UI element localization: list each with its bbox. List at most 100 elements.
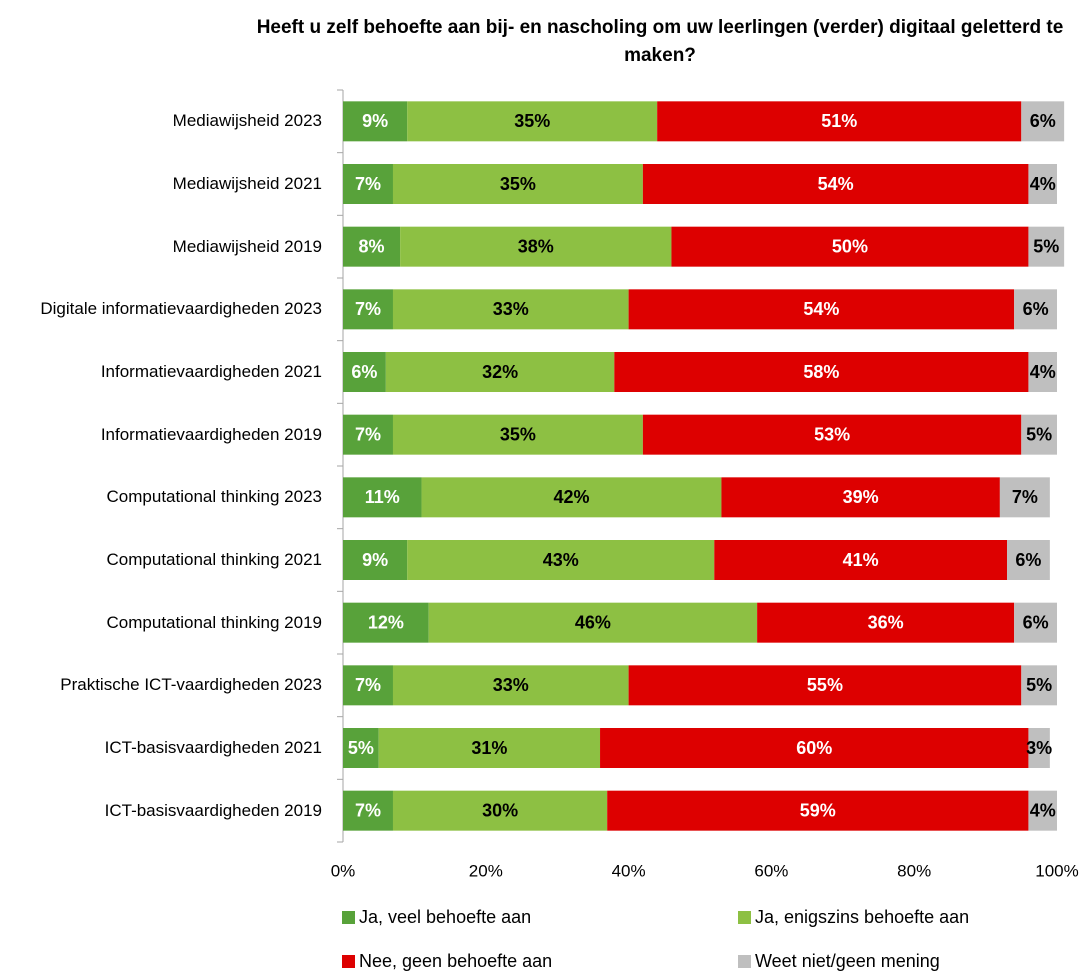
x-tick-label: 60%	[754, 861, 788, 880]
data-label: 6%	[1015, 550, 1041, 570]
bar-segment	[343, 602, 429, 643]
bar-segment	[378, 728, 601, 768]
data-label: 53%	[814, 424, 850, 444]
data-label: 42%	[553, 487, 589, 507]
bar-segment	[607, 790, 1029, 831]
data-label: 7%	[355, 424, 381, 444]
x-tick-label: 100%	[1035, 861, 1078, 880]
bar-segment	[343, 790, 393, 831]
bar-segment	[392, 665, 629, 706]
data-label: 39%	[843, 487, 879, 507]
data-label: 3%	[1026, 738, 1052, 758]
legend-swatch	[738, 955, 751, 968]
y-tick-label: Mediawijsheid 2023	[172, 111, 322, 131]
y-tick-label: ICT-basisvaardigheden 2021	[104, 738, 322, 757]
data-label: 55%	[807, 675, 843, 695]
data-label: 31%	[471, 738, 507, 758]
bar-segment	[642, 164, 1029, 204]
y-tick-label: Informatievaardigheden 2021	[100, 362, 322, 381]
data-label: 7%	[355, 299, 381, 319]
data-label: 4%	[1030, 800, 1056, 820]
bar-segment	[392, 790, 608, 831]
y-tick-label: Digitale informatievaardigheden 2023	[40, 299, 322, 319]
bar-segment	[392, 289, 629, 330]
legend-label: Nee, geen behoefte aan	[359, 951, 552, 971]
bar-segment	[757, 602, 1015, 643]
bar-segment	[343, 164, 393, 204]
data-label: 5%	[1026, 424, 1052, 444]
data-label: 41%	[843, 550, 879, 570]
legend-label: Ja, enigszins behoefte aan	[755, 907, 969, 927]
data-label: 7%	[355, 800, 381, 820]
data-label: 7%	[1012, 487, 1038, 507]
bar-segment	[628, 665, 1022, 706]
data-label: 33%	[493, 675, 529, 695]
data-label: 6%	[1023, 612, 1049, 632]
bar-segment	[1028, 164, 1057, 204]
legend-swatch	[342, 955, 355, 968]
data-label: 54%	[803, 299, 839, 319]
data-label: 38%	[518, 236, 554, 256]
legend-label: Weet niet/geen mening	[755, 951, 940, 971]
bar-segment	[407, 540, 715, 580]
data-label: 35%	[500, 424, 536, 444]
data-label: 54%	[818, 174, 854, 194]
bar-segment	[400, 226, 672, 267]
y-tick-label: Computational thinking 2023	[106, 487, 322, 507]
bar-segment	[385, 352, 615, 392]
bar-segment	[343, 665, 393, 706]
bar-segment	[721, 477, 1000, 518]
bar-segment	[600, 728, 1029, 768]
data-label: 30%	[482, 800, 518, 820]
x-tick-label: 20%	[469, 861, 503, 880]
data-label: 32%	[482, 362, 518, 382]
category-label-box: Digitale informatievaardigheden 2023	[0, 281, 322, 337]
category-label-box: ICT-basisvaardigheden 2021	[0, 720, 322, 776]
data-label: 7%	[355, 675, 381, 695]
bar-segment	[343, 101, 408, 142]
data-label: 8%	[359, 236, 385, 256]
bar-segment	[343, 414, 393, 455]
bar-segment	[392, 414, 643, 455]
category-label-box: Computational thinking 2021	[0, 532, 322, 588]
data-label: 46%	[575, 612, 611, 632]
category-label-box: Informatievaardigheden 2021	[0, 344, 322, 400]
bar-segment	[628, 289, 1015, 330]
chart-title: Heeft u zelf behoefte aan bij- en nascho…	[256, 17, 1064, 66]
y-tick-label: Informatievaardigheden 2019	[100, 424, 322, 444]
y-tick-label: Mediawijsheid 2019	[172, 236, 322, 256]
data-label: 9%	[362, 550, 388, 570]
category-label-box: ICT-basisvaardigheden 2019	[0, 783, 322, 839]
bar-segment	[421, 477, 722, 518]
x-tick-label: 40%	[612, 861, 646, 880]
legend-label: Ja, veel behoefte aan	[359, 907, 531, 927]
bar-segment	[428, 602, 758, 643]
y-tick-label: Mediawijsheid 2021	[172, 174, 322, 193]
bar-segment	[1007, 540, 1050, 580]
bar-segment	[1021, 414, 1057, 455]
bar-segment	[343, 352, 386, 392]
data-label: 12%	[368, 612, 404, 632]
data-label: 5%	[1026, 675, 1052, 695]
data-label: 58%	[803, 362, 839, 382]
data-label: 7%	[355, 174, 381, 194]
bar-segment	[407, 101, 658, 142]
x-tick-label: 0%	[331, 861, 356, 880]
bar-segment	[657, 101, 1022, 142]
data-label: 4%	[1030, 174, 1056, 194]
category-label-box: Mediawijsheid 2019	[0, 219, 322, 275]
bar-segment	[1021, 665, 1057, 706]
bar-segment	[343, 477, 422, 518]
data-label: 5%	[348, 738, 374, 758]
bar-segment	[714, 540, 1008, 580]
data-label: 5%	[1033, 236, 1059, 256]
data-label: 4%	[1030, 362, 1056, 382]
bar-segment	[392, 164, 643, 204]
data-label: 35%	[500, 174, 536, 194]
data-label: 60%	[796, 738, 832, 758]
y-tick-label: Computational thinking 2021	[106, 550, 322, 569]
y-tick-label: Computational thinking 2019	[106, 612, 322, 632]
data-label: 33%	[493, 299, 529, 319]
